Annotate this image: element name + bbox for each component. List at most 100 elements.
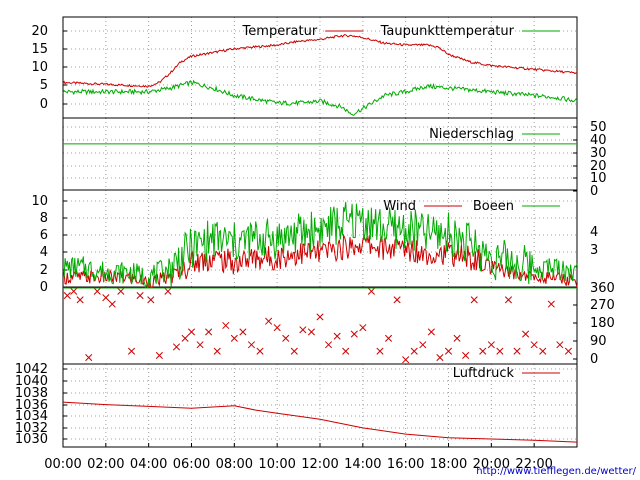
y-tick-label: 1038 — [15, 386, 48, 401]
y-tick-label: 360 — [590, 281, 615, 296]
panel-frames — [62, 16, 578, 448]
wind-direction-point — [547, 300, 555, 308]
legend-label-niederschlag: Niederschlag — [429, 127, 514, 142]
wind-direction-point — [513, 347, 521, 355]
wind-direction-point — [410, 347, 418, 355]
wind-direction-point — [256, 347, 264, 355]
y-tick-label: 180 — [590, 316, 615, 331]
y-tick-label: 6 — [40, 228, 48, 243]
x-tick-label: 08:00 — [216, 457, 253, 472]
series-line-taupunkttemperatur — [62, 79, 578, 116]
y-tick-label: 1040 — [15, 374, 48, 389]
wind-direction-point — [444, 347, 453, 355]
wind-direction-point — [155, 351, 163, 359]
wind-direction-point — [196, 341, 204, 349]
wind-direction-point — [273, 324, 281, 332]
wind-direction-point — [205, 328, 213, 336]
wind-direction-point — [239, 328, 247, 336]
y-tick-label: 20 — [31, 24, 48, 39]
series-line-wind — [62, 233, 578, 288]
wind-direction-point — [436, 354, 444, 362]
wind-direction-point — [333, 332, 341, 340]
wind-direction-point — [367, 287, 375, 295]
x-tick-label: 06:00 — [173, 457, 210, 472]
wind-direction-point — [136, 292, 144, 300]
panel-frame-wind-direction — [62, 286, 578, 365]
wind-direction-point — [427, 328, 435, 336]
legend-label-luftdruck: Luftdruck — [453, 366, 515, 381]
wind-direction-point — [556, 341, 564, 349]
y-tick-label: 10 — [31, 60, 48, 75]
wind-direction-point — [299, 326, 307, 334]
y-tick-label: 15 — [31, 42, 48, 57]
wind-direction-point — [504, 296, 513, 304]
y-tick-label: 1032 — [15, 421, 48, 436]
y-tick-label: 90 — [590, 334, 607, 349]
grid-layer — [63, 17, 577, 447]
wind-direction-point — [164, 287, 172, 295]
y-tick-label: 0 — [40, 97, 48, 112]
wind-direction-point — [419, 341, 427, 349]
wind-direction-point — [172, 343, 181, 351]
wind-direction-point — [316, 313, 324, 321]
wind-direction-point — [265, 317, 273, 325]
wind-direction-point — [539, 347, 547, 355]
x-tick-label: 00:00 — [44, 457, 81, 472]
wind-direction-point — [117, 287, 125, 295]
x-tick-label: 22:00 — [515, 457, 552, 472]
wind-direction-point — [63, 292, 71, 300]
y-tick-label: 5 — [40, 78, 48, 93]
x-tick-label: 02:00 — [87, 457, 124, 472]
wind-direction-point — [127, 347, 136, 355]
y-tick-label: 20 — [590, 159, 607, 174]
y-tick-label: 10 — [590, 171, 607, 186]
wind-direction-point — [307, 328, 315, 336]
series-line-boeen — [62, 201, 578, 289]
x-tick-label: 12:00 — [301, 457, 338, 472]
wind-direction-point — [496, 347, 504, 355]
wind-direction-point — [453, 334, 461, 342]
wind-direction-point — [222, 321, 230, 330]
x-tick-label: 10:00 — [258, 457, 295, 472]
wind-direction-point — [479, 347, 487, 355]
wind-direction-point — [147, 296, 155, 304]
y-tick-label: 4 — [40, 245, 48, 260]
legend-label-taupunkttemperatur: Taupunkttemperatur — [380, 24, 515, 39]
wind-direction-point — [93, 287, 101, 295]
y2-tick-label: 3 — [590, 243, 598, 258]
y-tick-label: 50 — [590, 120, 607, 135]
y-tick-label: 1042 — [15, 362, 48, 377]
y-tick-label: 10 — [31, 194, 48, 209]
wind-direction-point — [213, 347, 221, 355]
x-tick-label: 16:00 — [387, 457, 424, 472]
wind-direction-point — [564, 347, 572, 355]
wind-direction-point — [470, 296, 478, 304]
legend-label-boeen: Boeen — [473, 199, 514, 214]
y-tick-label: 1034 — [15, 409, 48, 424]
y-tick-label: 0 — [40, 280, 48, 295]
wind-direction-point — [462, 351, 470, 359]
y-tick-label: 30 — [590, 146, 607, 161]
wind-direction-point — [325, 341, 333, 349]
wind-direction-point — [247, 341, 256, 349]
x-tick-label: 18:00 — [430, 457, 467, 472]
wind-direction-point — [376, 347, 384, 355]
wind-direction-point — [487, 341, 495, 349]
x-tick-label: 14:00 — [344, 457, 381, 472]
wind-direction-point — [187, 328, 196, 336]
x-tick-label: 04:00 — [130, 457, 167, 472]
wind-direction-point — [70, 287, 78, 295]
wind-direction-point — [181, 334, 189, 342]
wind-direction-point — [108, 300, 116, 308]
wind-direction-point — [342, 347, 350, 355]
y-tick-label: 2 — [40, 263, 48, 278]
wind-direction-point — [230, 334, 238, 342]
data-layer — [62, 34, 578, 443]
y-tick-label: 8 — [40, 211, 48, 226]
legend-label-temperatur: Temperatur — [242, 24, 318, 39]
wind-direction-point — [384, 334, 393, 342]
legend-label-wind: Wind — [383, 199, 416, 214]
wind-direction-point — [530, 341, 538, 349]
label-layer: 20151050TaupunkttemperaturTemperatur5040… — [15, 24, 615, 472]
